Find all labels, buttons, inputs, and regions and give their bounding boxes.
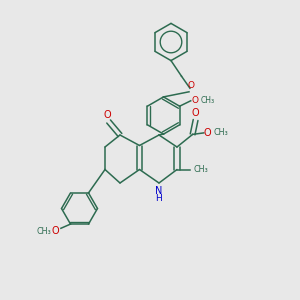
Text: CH₃: CH₃ bbox=[213, 128, 228, 137]
Text: H: H bbox=[156, 194, 162, 203]
Text: N: N bbox=[155, 186, 163, 197]
Text: CH₃: CH₃ bbox=[37, 227, 52, 236]
Text: O: O bbox=[103, 110, 111, 120]
Text: CH₃: CH₃ bbox=[201, 96, 215, 105]
Text: O: O bbox=[192, 96, 199, 105]
Text: CH₃: CH₃ bbox=[194, 165, 208, 174]
Text: O: O bbox=[51, 226, 59, 236]
Text: O: O bbox=[192, 108, 200, 118]
Text: O: O bbox=[188, 81, 195, 90]
Text: O: O bbox=[204, 128, 212, 138]
